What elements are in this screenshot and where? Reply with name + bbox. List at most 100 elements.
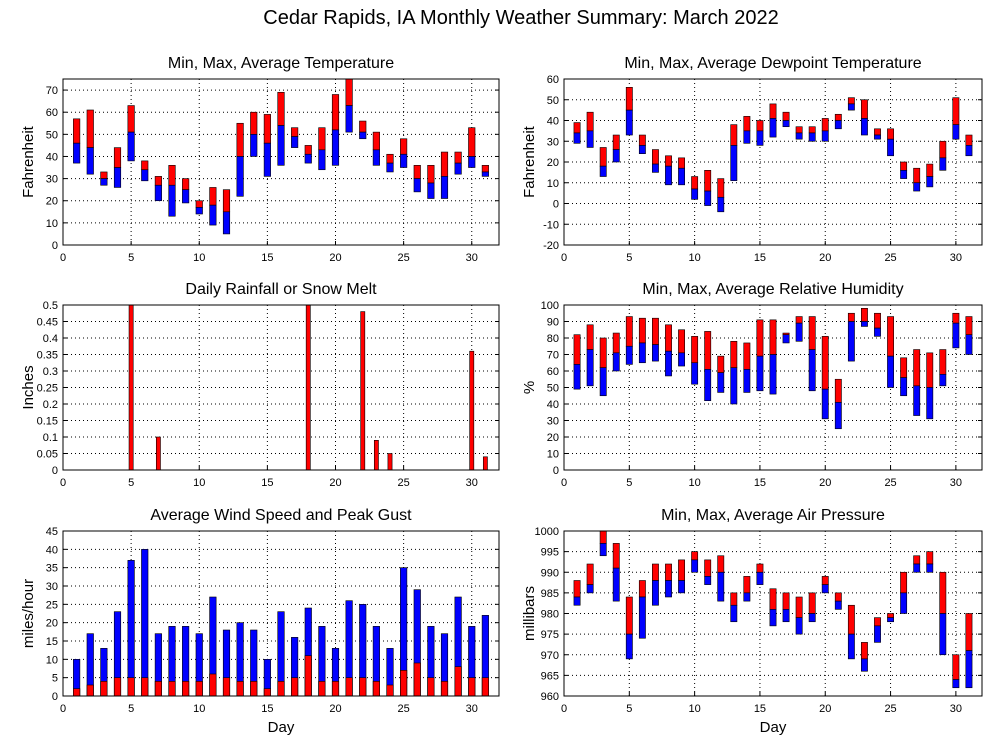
dewpoint-xtick-label: 20	[819, 252, 831, 264]
rainfall-xtick-label: 5	[128, 477, 134, 489]
rainfall-xtick-label: 10	[193, 477, 205, 489]
wind-average-bar	[427, 677, 435, 697]
temperature-bar-lower	[413, 178, 421, 193]
pressure-bar-lower	[612, 567, 620, 602]
temperature-bar-upper	[291, 127, 299, 137]
temperature-bar-upper	[195, 200, 203, 208]
pressure-bar-upper	[847, 604, 855, 635]
pressure-bar-lower	[939, 613, 947, 656]
wind-average-bar	[222, 677, 231, 697]
temperature-bar-lower	[427, 182, 435, 199]
dewpoint-bar-upper	[743, 116, 751, 132]
wind-average-bar	[168, 681, 176, 697]
temperature-bar-upper	[427, 165, 435, 184]
pressure-bar-lower	[887, 617, 894, 623]
temperature-bar-upper	[127, 105, 135, 133]
wind-average-bar	[413, 662, 421, 697]
dewpoint-ylabel: Fahrenheit	[521, 125, 538, 198]
temperature-bar-upper	[413, 165, 421, 179]
dewpoint-bar-lower	[834, 120, 842, 130]
wind-xlabel: Day	[268, 719, 295, 736]
pressure-ytick-label: 980	[541, 609, 559, 621]
wind-xtick-label: 30	[466, 703, 478, 715]
pressure-bar-lower	[678, 580, 685, 594]
rainfall-ytick-label: 0.2	[43, 399, 58, 411]
humidity-bar-upper	[808, 316, 816, 350]
dewpoint-bar-upper	[730, 124, 738, 146]
humidity-bar-lower	[769, 354, 777, 395]
temperature-plot-frame	[62, 78, 500, 246]
temperature-bar-lower	[291, 136, 299, 148]
pressure-xtick-label: 30	[950, 703, 962, 715]
dewpoint-bar-upper	[573, 122, 581, 134]
pressure-bar-upper	[612, 543, 620, 569]
pressure-xtick-label: 10	[689, 703, 701, 715]
temperature-bar-upper	[400, 138, 408, 155]
temperature-bar-lower	[100, 178, 108, 186]
dewpoint-bar-upper	[678, 157, 685, 169]
humidity-bar-lower	[952, 322, 960, 349]
temperature-ytick-label: 30	[46, 174, 58, 186]
rainfall-bar	[482, 456, 488, 471]
dewpoint-panel: Min, Max, Average Dewpoint Temperature Fa…	[521, 55, 983, 264]
pressure-bar-upper	[887, 613, 894, 618]
temperature-xtick-label: 20	[329, 252, 341, 264]
pressure-xtick-label: 0	[561, 703, 567, 715]
wind-average-bar	[277, 681, 285, 697]
humidity-bar-upper	[756, 319, 764, 357]
pressure-bar-lower	[730, 604, 738, 623]
rainfall-ytick-label: 0.35	[37, 350, 58, 362]
temperature-ylabel: Fahrenheit	[20, 125, 37, 198]
temperature-bar-lower	[386, 162, 394, 173]
temperature-bar-upper	[86, 109, 94, 148]
wind-xtick-label: 5	[128, 703, 134, 715]
dewpoint-xtick-label: 15	[754, 252, 766, 264]
dewpoint-ytick-label: 10	[547, 178, 559, 190]
pressure-xtick-label: 25	[884, 703, 896, 715]
temperature-bar-upper	[277, 91, 285, 126]
temperature-ytick-label: 50	[46, 129, 58, 141]
humidity-title: Min, Max, Average Relative Humidity	[642, 281, 903, 298]
rainfall-panel: Daily Rainfall or Snow Melt Inches 0 0.05 0.…	[20, 281, 500, 489]
pressure-bar-lower	[900, 592, 908, 614]
humidity-xtick-label: 0	[561, 477, 567, 489]
temperature-bar-lower	[141, 169, 149, 182]
dewpoint-bar-upper	[861, 99, 868, 119]
wind-average-bar	[291, 677, 299, 697]
humidity-bar-lower	[743, 369, 751, 393]
pressure-bar-lower	[743, 592, 751, 602]
pressure-bar-upper	[573, 580, 581, 598]
pressure-ytick-label: 965	[541, 670, 559, 682]
temperature-bar-upper	[236, 122, 244, 157]
pressure-bar-upper	[730, 592, 738, 606]
rainfall-ylabel: Inches	[20, 365, 37, 409]
pressure-bar-lower	[782, 609, 790, 623]
pressure-panel: Min, Max, Average Air Pressure millibars D…	[521, 507, 983, 736]
dewpoint-bar-upper	[913, 167, 921, 184]
dewpoint-bar-upper	[638, 134, 646, 146]
dewpoint-bar-lower	[704, 190, 712, 206]
wind-ytick-label: 30	[46, 581, 58, 593]
dewpoint-bar-lower	[665, 165, 672, 186]
temperature-bar-upper	[359, 120, 367, 133]
humidity-ytick-label: 50	[547, 383, 559, 395]
dewpoint-bar-upper	[821, 118, 829, 132]
pressure-bar-lower	[769, 609, 777, 627]
dewpoint-xtick-label: 5	[626, 252, 632, 264]
wind-ytick-label: 25	[46, 599, 58, 611]
humidity-ytick-label: 80	[547, 333, 559, 345]
humidity-bar-upper	[704, 331, 712, 370]
pressure-bar-upper	[874, 617, 881, 627]
temperature-bar-upper	[468, 127, 476, 157]
temperature-bar-lower	[277, 125, 285, 166]
pressure-bar-lower	[821, 584, 829, 594]
wind-average-bar	[454, 666, 462, 697]
humidity-bar-upper	[717, 355, 725, 373]
pressure-ytick-label: 995	[541, 547, 559, 559]
dewpoint-bars	[573, 87, 973, 213]
temperature-bar-lower	[250, 134, 258, 157]
dewpoint-bar-lower	[691, 188, 699, 200]
temperature-bar-upper	[304, 145, 312, 155]
humidity-bar-upper	[952, 312, 960, 324]
dewpoint-title: Min, Max, Average Dewpoint Temperature	[624, 55, 921, 72]
